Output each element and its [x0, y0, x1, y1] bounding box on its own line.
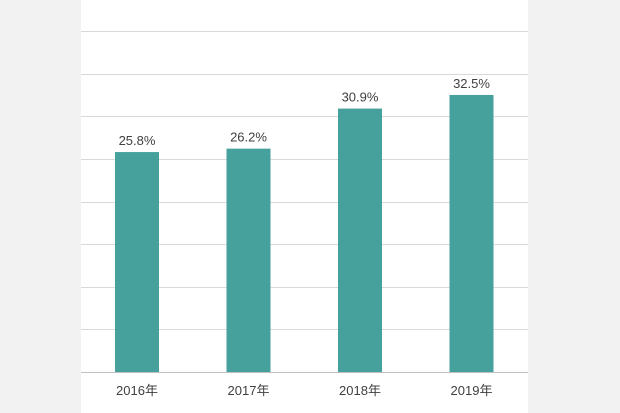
bar	[338, 108, 382, 372]
bar-value-label: 26.2%	[230, 130, 267, 145]
bar-value-label: 30.9%	[342, 90, 379, 105]
bar-value-label: 25.8%	[119, 133, 156, 148]
bar	[226, 148, 271, 372]
x-tick-label: 2017年	[228, 383, 270, 398]
bar	[449, 94, 494, 372]
bar	[115, 152, 159, 372]
x-axis-ticks: 2016年 2017年 2018年 2019年	[116, 383, 492, 398]
bars	[115, 94, 494, 372]
x-tick-label: 2018年	[339, 383, 381, 398]
x-tick-label: 2019年	[451, 383, 493, 398]
data-labels: 25.8% 26.2% 30.9% 32.5%	[119, 76, 491, 148]
chart-panel: 25.8% 26.2% 30.9% 32.5% 2016年 2017年 2018年 2019…	[81, 0, 528, 413]
x-tick-label: 2016年	[116, 383, 158, 398]
bar-chart: 25.8% 26.2% 30.9% 32.5% 2016年 2017年 2018年 2019…	[81, 31, 528, 398]
bar-value-label: 32.5%	[453, 76, 490, 91]
